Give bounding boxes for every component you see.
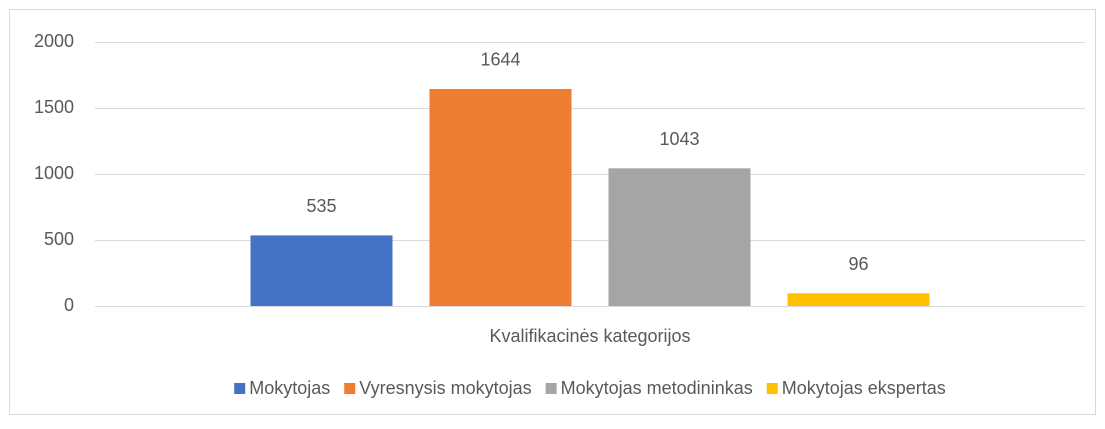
data-label: 96 [848, 254, 868, 274]
y-tick-label: 500 [44, 229, 74, 249]
legend-label: Vyresnysis mokytojas [359, 378, 531, 398]
x-tick-label: Kvalifikacinės kategorijos [489, 326, 690, 346]
legend-label: Mokytojas ekspertas [782, 378, 946, 398]
y-tick-label: 1500 [34, 97, 74, 117]
bar [787, 293, 930, 306]
data-label: 1043 [659, 129, 699, 149]
bar [250, 235, 393, 306]
legend-swatch [766, 383, 778, 394]
legend-label: Mokytojas [249, 378, 330, 398]
legend-swatch [344, 383, 356, 394]
y-tick-label: 2000 [34, 31, 74, 51]
legend-swatch [234, 383, 246, 394]
data-label: 535 [306, 196, 336, 216]
bar [608, 168, 751, 306]
bar [429, 88, 572, 306]
legend-label: Mokytojas metodininkas [561, 378, 753, 398]
y-tick-label: 1000 [34, 163, 74, 183]
legend-swatch [545, 383, 557, 394]
y-tick-label: 0 [64, 295, 74, 315]
data-label: 1644 [480, 50, 520, 70]
